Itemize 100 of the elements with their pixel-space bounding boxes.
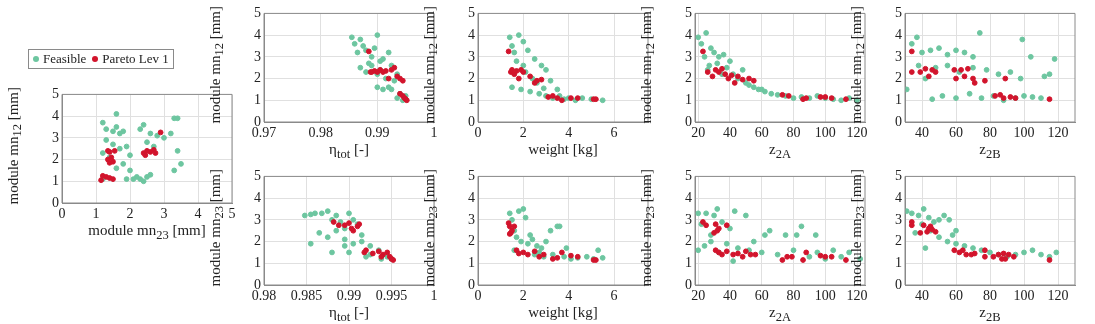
x-tick-label: 4 (565, 288, 573, 304)
y-tick-label: 4 (254, 189, 261, 205)
x-tick-label: 100 (814, 125, 836, 141)
x-tick-label: 40 (915, 288, 929, 304)
x-axis-title: η$_{tot}$ [-] (328, 304, 370, 324)
x-tick-label: 0.97 (251, 125, 277, 141)
y-tick-label: 3 (895, 48, 902, 64)
x-tick-label: 120 (846, 288, 868, 304)
y-tick-label: 1 (468, 91, 475, 107)
x-tick-label: 60 (754, 288, 769, 304)
y-tick-label: 0 (895, 113, 902, 129)
x-tick-label: 60 (949, 288, 963, 304)
y-tick-label: 3 (468, 48, 475, 64)
x-axis-title: z$_{2B}$ (978, 304, 1002, 324)
y-tick-label: 5 (685, 168, 692, 184)
x-tick-label: 40 (722, 125, 737, 141)
y-tick-label: 5 (895, 168, 902, 184)
x-tick-label: 80 (786, 125, 801, 141)
y-tick-label: 4 (254, 26, 261, 42)
y-tick-label: 5 (468, 5, 475, 21)
x-axis-title: weight [kg] (527, 304, 599, 321)
x-tick-label: 120 (1047, 125, 1069, 141)
y-tick-label: 4 (685, 26, 692, 42)
y-tick-label: 4 (895, 189, 902, 205)
y-tick-label: 2 (685, 233, 692, 249)
y-tick-label: 4 (468, 26, 475, 42)
y-tick-label: 0 (468, 113, 475, 129)
x-tick-label: 0.995 (375, 288, 408, 304)
legend-label: Pareto Lev 1 (102, 51, 169, 67)
x-tick-label: 40 (722, 288, 737, 304)
y-tick-label: 4 (895, 26, 902, 42)
x-tick-label: 3 (160, 206, 168, 222)
y-tick-label: 3 (254, 48, 261, 64)
y-tick-label: 5 (895, 5, 902, 21)
y-tick-label: 2 (52, 151, 59, 167)
x-axis-title: η$_{tot}$ [-] (328, 141, 370, 162)
y-tick-label: 4 (468, 189, 475, 205)
y-tick-label: 2 (254, 233, 261, 249)
y-tick-label: 5 (468, 168, 475, 184)
x-tick-label: 80 (786, 288, 801, 304)
x-tick-label: 120 (846, 125, 868, 141)
x-tick-label: 60 (949, 125, 963, 141)
y-tick-label: 1 (468, 254, 475, 270)
y-tick-label: 1 (52, 172, 59, 188)
x-axis-title: z$_{2A}$ (768, 141, 792, 162)
y-tick-label: 1 (895, 91, 902, 107)
y-tick-label: 2 (685, 70, 692, 86)
x-tick-label: 1 (430, 125, 438, 141)
x-axis-title: module mn$_{23}$ [mm] (88, 222, 206, 242)
x-tick-label: 0.985 (290, 288, 323, 304)
x-tick-label: 6 (610, 125, 618, 141)
y-tick-label: 2 (895, 70, 902, 86)
y-tick-label: 5 (254, 5, 261, 21)
x-tick-label: 120 (1047, 288, 1069, 304)
y-tick-label: 5 (685, 5, 692, 21)
y-tick-label: 0 (685, 113, 692, 129)
y-tick-label: 1 (685, 254, 692, 270)
x-tick-label: 100 (1013, 125, 1035, 141)
x-tick-label: 1 (92, 206, 100, 222)
y-tick-label: 2 (468, 233, 475, 249)
x-tick-label: 80 (983, 288, 997, 304)
y-tick-label: 4 (685, 189, 692, 205)
x-tick-label: 2 (126, 206, 134, 222)
y-tick-label: 1 (254, 254, 261, 270)
y-tick-label: 3 (685, 48, 692, 64)
x-tick-label: 2 (519, 288, 527, 304)
x-tick-label: 1 (430, 288, 438, 304)
x-tick-label: 6 (610, 288, 618, 304)
x-tick-label: 4 (194, 206, 202, 222)
y-tick-label: 4 (52, 107, 59, 123)
y-tick-label: 5 (254, 168, 261, 184)
y-tick-label: 0 (895, 276, 902, 292)
x-axis-title: weight [kg] (527, 141, 599, 158)
x-tick-label: 60 (754, 125, 769, 141)
y-tick-label: 2 (254, 70, 261, 86)
x-axis-title: z$_{2A}$ (768, 304, 792, 324)
y-tick-label: 5 (52, 86, 59, 102)
y-tick-label: 0 (468, 276, 475, 292)
x-tick-label: 0.99 (365, 125, 390, 141)
x-tick-label: 40 (915, 125, 929, 141)
x-tick-label: 0.98 (251, 288, 277, 304)
y-tick-label: 0 (52, 194, 59, 210)
x-tick-label: 100 (814, 288, 836, 304)
y-tick-label: 2 (895, 233, 902, 249)
legend-label: Feasible (43, 51, 87, 67)
y-tick-label: 2 (468, 70, 475, 86)
y-tick-label: 1 (254, 91, 261, 107)
x-tick-label: 0.98 (308, 125, 333, 141)
x-tick-label: 5 (228, 206, 236, 222)
y-tick-label: 1 (685, 91, 692, 107)
y-tick-label: 1 (895, 254, 902, 270)
x-tick-label: 20 (691, 288, 706, 304)
x-axis-title: z$_{2B}$ (978, 141, 1002, 162)
x-tick-label: 80 (983, 125, 997, 141)
x-tick-label: 0.99 (336, 288, 362, 304)
x-tick-label: 4 (565, 125, 573, 141)
x-tick-label: 2 (519, 125, 527, 141)
x-tick-label: 20 (691, 125, 706, 141)
x-tick-label: 100 (1013, 288, 1035, 304)
y-tick-label: 0 (685, 276, 692, 292)
